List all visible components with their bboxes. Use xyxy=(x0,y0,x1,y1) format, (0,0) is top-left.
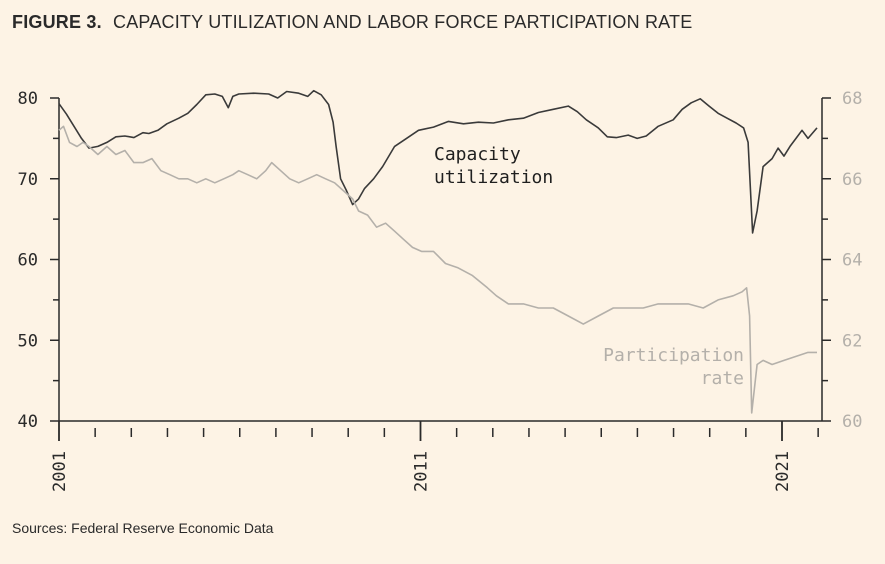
figure-title: FIGURE 3. CAPACITY UTILIZATION AND LABOR… xyxy=(12,12,692,33)
series-line-participation-rate xyxy=(58,125,817,414)
capacity-label-line: utilization xyxy=(434,167,553,188)
right-axis: 60 62 64 66 68 xyxy=(821,89,862,432)
left-tick-label: 50 xyxy=(18,331,38,351)
figure-label: FIGURE 3. xyxy=(12,12,102,32)
left-tick-label: 60 xyxy=(18,251,38,271)
right-tick-label: 66 xyxy=(842,170,862,190)
right-tick-label: 68 xyxy=(842,89,862,109)
left-tick-label: 40 xyxy=(18,412,38,432)
left-tick-label: 70 xyxy=(18,170,38,190)
left-tick-label: 80 xyxy=(18,89,38,109)
chart: 40 50 60 70 80 60 62 64 66 68 2001 2011 2021 Capac… xyxy=(18,89,863,492)
x-tick-label: 2001 xyxy=(50,451,70,492)
left-axis: 40 50 60 70 80 xyxy=(18,89,60,432)
x-tick-label: 2011 xyxy=(412,451,432,492)
source-note: Sources: Federal Reserve Economic Data xyxy=(12,520,274,536)
participation-label-line: Participation xyxy=(603,345,744,366)
series-layer xyxy=(58,89,818,414)
figure-title-text: CAPACITY UTILIZATION AND LABOR FORCE PAR… xyxy=(113,12,693,32)
participation-label-line: rate xyxy=(701,368,744,389)
right-tick-label: 62 xyxy=(842,331,862,351)
x-axis: 2001 2011 2021 xyxy=(50,420,822,492)
capacity-label-line: Capacity xyxy=(434,144,521,165)
right-tick-label: 64 xyxy=(842,251,862,271)
right-tick-label: 60 xyxy=(842,412,862,432)
x-tick-label: 2021 xyxy=(773,451,793,492)
series-line-capacity-utilization xyxy=(58,89,818,234)
